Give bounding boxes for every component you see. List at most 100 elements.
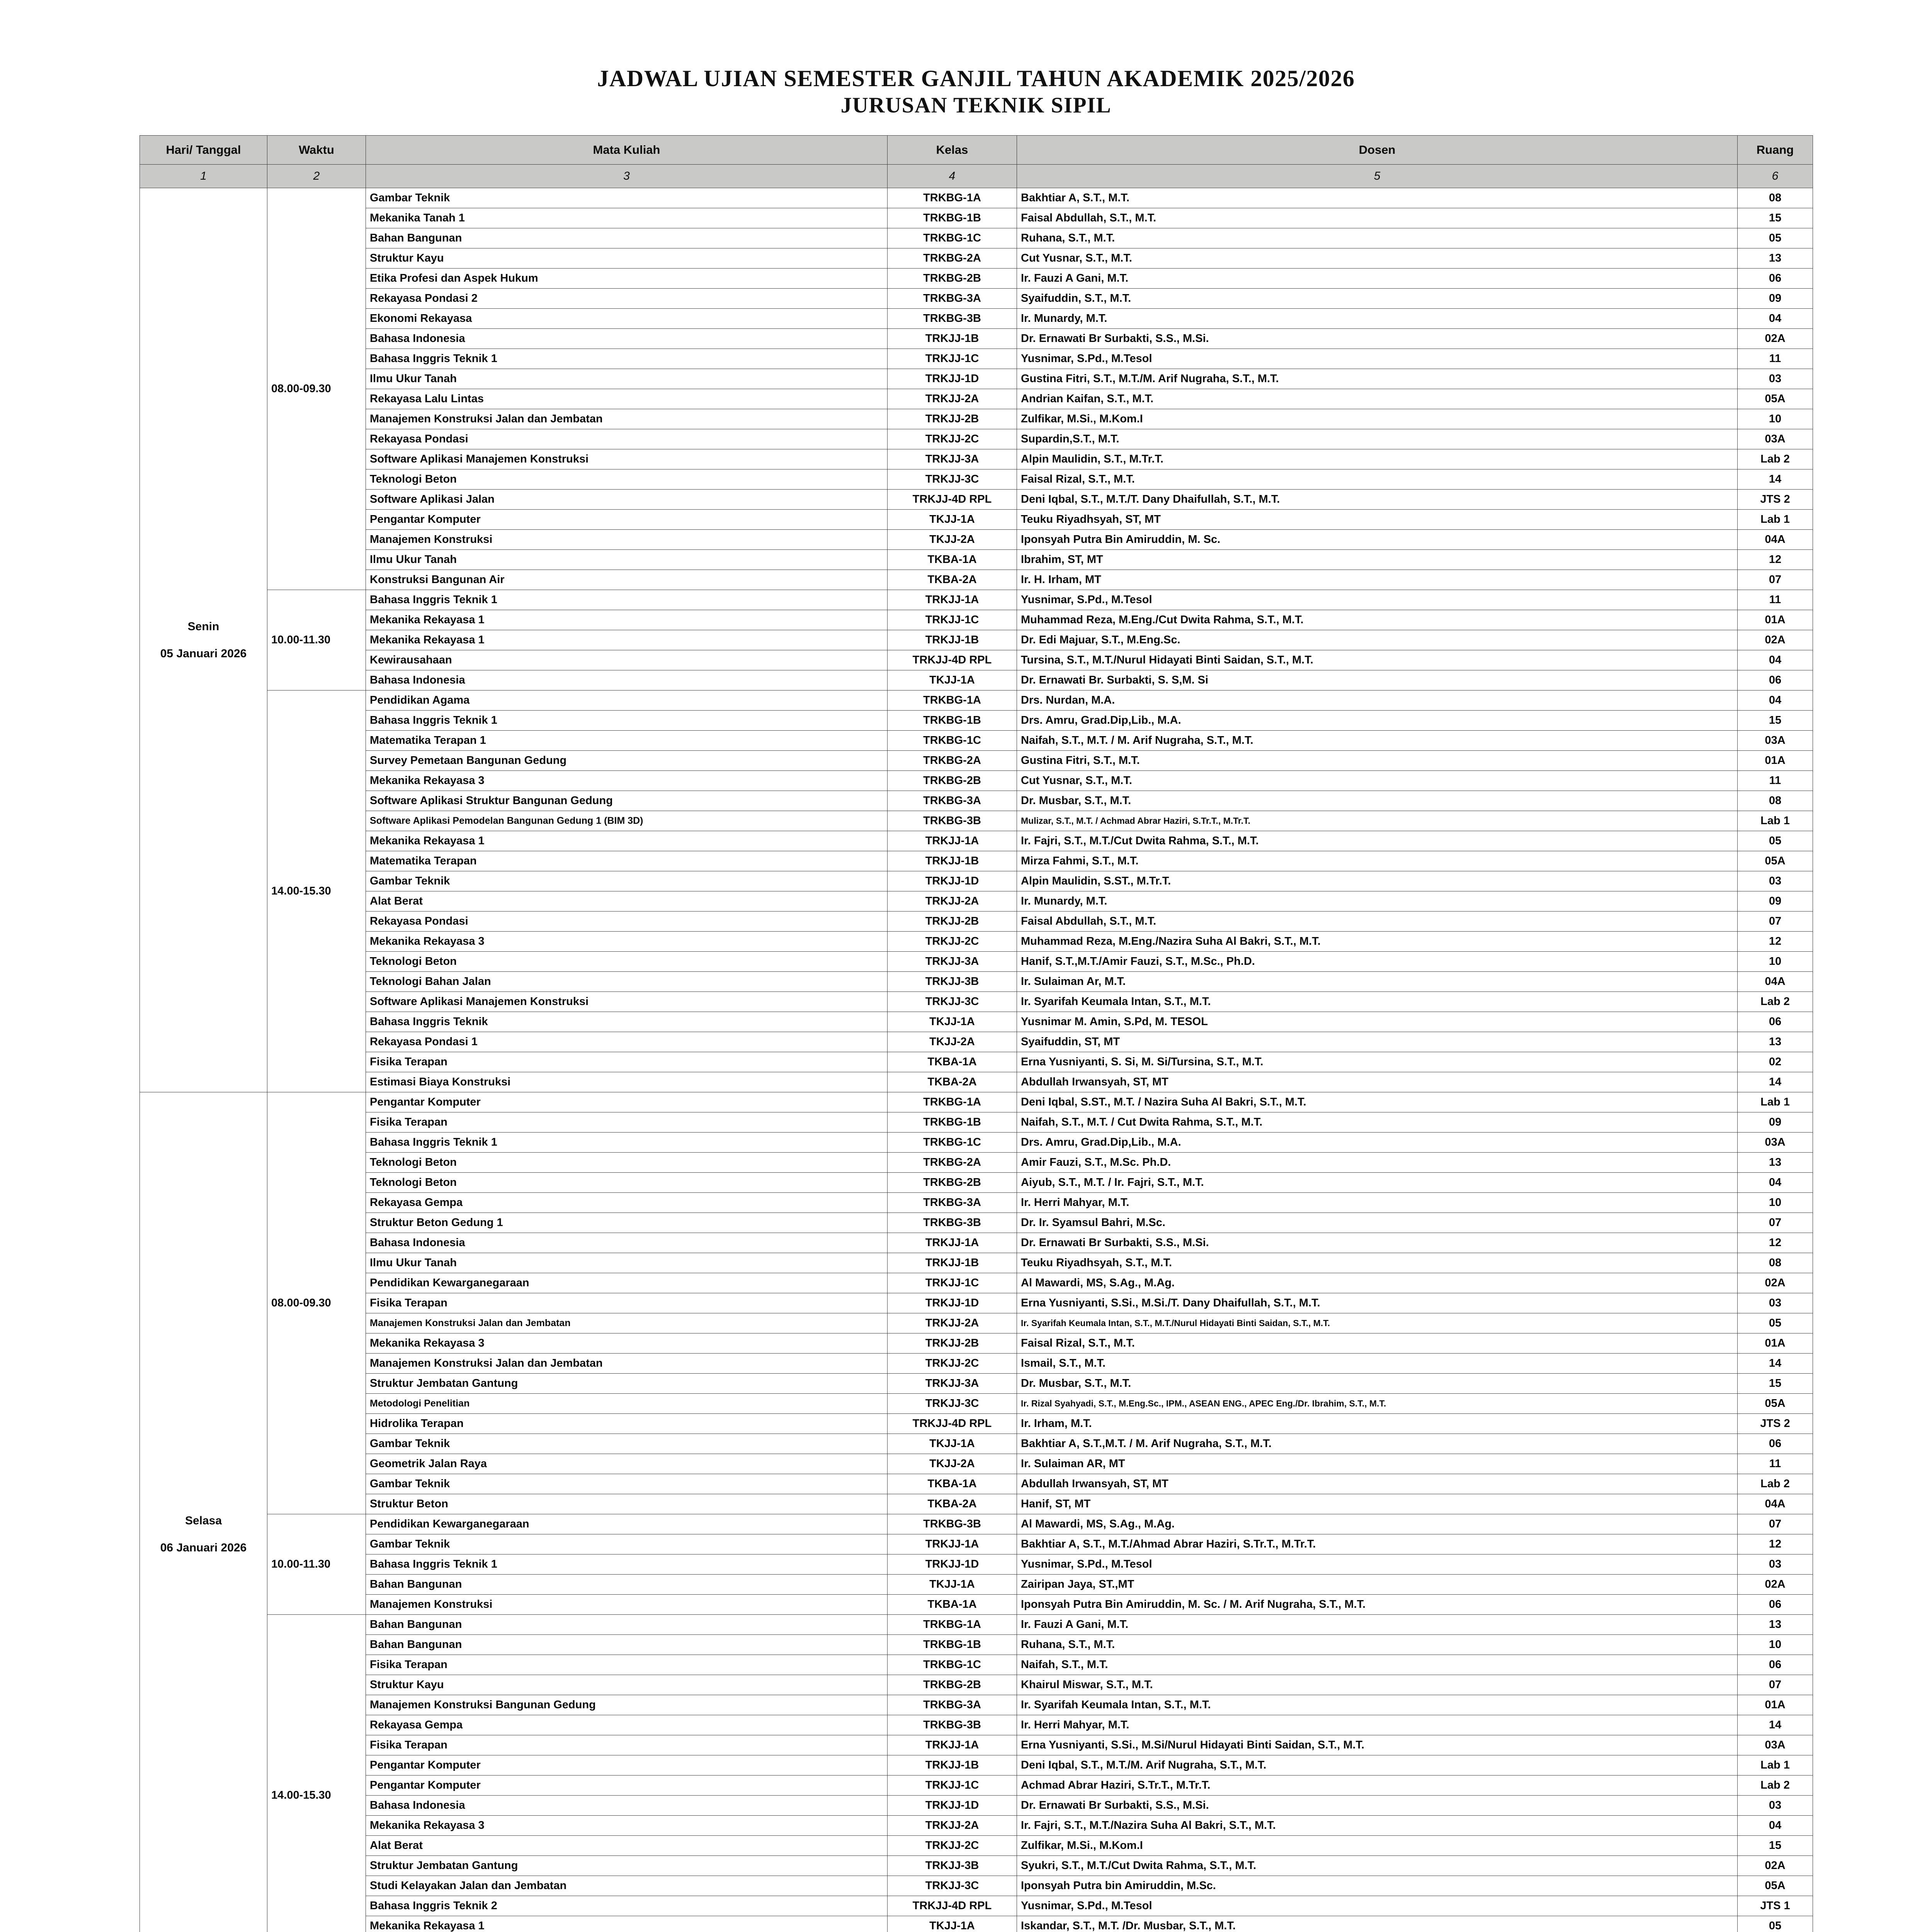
table-row: Software Aplikasi Pemodelan Bangunan Ged… (140, 811, 1813, 832)
table-row: Ilmu Ukur Tanah TRKJJ-1D Gustina Fitri, S.… (140, 369, 1813, 389)
course-name-cell: Konstruksi Bangunan Air (366, 570, 888, 590)
course-name-cell: Rekayasa Gempa (366, 1715, 888, 1736)
table-row: Senin 05 Januari 2026 08.00-09.30 Gambar Te… (139, 188, 1813, 1093)
room-cell: 13 (1737, 1152, 1813, 1173)
class-code-cell: TRKBG-2B (887, 770, 1017, 791)
course-name-cell: Mekanika Rekayasa 1 (366, 630, 888, 651)
table-row: Mekanika Rekayasa 3 TRKBG-2B Cut Yusnar, S… (140, 770, 1813, 791)
class-code-cell: TRKJJ-2A (887, 891, 1017, 912)
lecturer-cell: Ir. Irham, M.T. (1017, 1413, 1738, 1434)
room-cell: 02A (1737, 1273, 1813, 1294)
class-code-cell: TRKJJ-4D RPL (887, 489, 1017, 510)
table-row: Rekayasa Pondasi TRKJJ-2B Faisal Abdullah,… (140, 911, 1813, 932)
lecturer-cell: Bakhtiar A, S.T.,M.T. / M. Arif Nugraha,… (1017, 1434, 1738, 1454)
lecturer-cell: Ir. Fauzi A Gani, M.T. (1017, 1614, 1738, 1635)
course-name-cell: Manajemen Konstruksi Jalan dan Jembatan (366, 1313, 888, 1334)
course-name-cell: Manajemen Konstruksi Jalan dan Jembatan (366, 1353, 888, 1374)
room-cell: 02A (1737, 1855, 1813, 1876)
class-code-cell: TRKBG-1A (887, 188, 1017, 209)
room-cell: 06 (1737, 268, 1813, 289)
room-cell: 04A (1737, 1494, 1813, 1515)
class-code-cell: TRKJJ-4D RPL (887, 650, 1017, 671)
class-code-cell: TRKBG-1A (887, 1092, 1017, 1113)
table-body: Senin 05 Januari 2026 08.00-09.30 Gambar Te… (139, 188, 1813, 1932)
class-code-cell: TRKBG-3B (887, 811, 1017, 832)
course-name-cell: Struktur Kayu (366, 248, 888, 269)
class-code-cell: TRKJJ-1A (887, 1735, 1017, 1756)
lecturer-cell: Andrian Kaifan, S.T., M.T. (1017, 389, 1738, 410)
room-cell: 04A (1737, 529, 1813, 550)
table-row: Studi Kelayakan Jalan dan Jembatan TRKJJ-… (140, 1876, 1813, 1896)
lecturer-cell: Mirza Fahmi, S.T., M.T. (1017, 851, 1738, 872)
class-code-cell: TRKJJ-1D (887, 1554, 1017, 1575)
table-row: Teknologi Beton TRKJJ-3C Faisal Rizal, S.T… (140, 469, 1813, 490)
table-head: Hari/ Tanggal Waktu Mata Kuliah Kelas Do… (139, 135, 1813, 189)
room-cell: 05A (1737, 1876, 1813, 1896)
day-date-cell: Senin 05 Januari 2026 (139, 188, 267, 1093)
table-row: Struktur Jembatan Gantung TRKJJ-3B Syukri,… (140, 1855, 1813, 1876)
lecturer-cell: Ir. Syarifah Keumala Intan, S.T., M.T. (1017, 992, 1738, 1012)
course-name-cell: Ilmu Ukur Tanah (366, 369, 888, 389)
course-name-cell: Etika Profesi dan Aspek Hukum (366, 268, 888, 289)
class-code-cell: TRKBG-2A (887, 248, 1017, 269)
session-time-cell: 14.00-15.30 (267, 1614, 366, 1932)
exam-schedule-table: Hari/ Tanggal Waktu Mata Kuliah Kelas Do… (139, 135, 1813, 1932)
room-cell: 12 (1737, 1233, 1813, 1253)
course-name-cell: Ekonomi Rekayasa (366, 308, 888, 329)
course-name-cell: Mekanika Rekayasa 3 (366, 1815, 888, 1836)
lecturer-cell: Bakhtiar A, S.T., M.T. (1017, 188, 1738, 209)
lecturer-cell: Abdullah Irwansyah, ST, MT (1017, 1474, 1738, 1495)
course-name-cell: Software Aplikasi Pemodelan Bangunan Ged… (366, 811, 888, 832)
course-name-cell: Manajemen Konstruksi (366, 1594, 888, 1615)
page-title: JADWAL UJIAN SEMESTER GANJIL TAHUN AKADE… (597, 66, 1355, 91)
room-cell: Lab 1 (1737, 509, 1813, 530)
course-name-cell: Estimasi Biaya Konstruksi (366, 1072, 888, 1093)
lecturer-cell: Iponsyah Putra Bin Amiruddin, M. Sc. / M… (1017, 1594, 1738, 1615)
lecturer-cell: Syaifuddin, ST, MT (1017, 1032, 1738, 1053)
course-name-cell: Ilmu Ukur Tanah (366, 1253, 888, 1274)
table-row: Software Aplikasi Manajemen Konstruksi TR… (140, 992, 1813, 1012)
table-row: Manajemen Konstruksi TKBA-1A Iponsyah Putr… (140, 1594, 1813, 1615)
course-name-cell: Rekayasa Pondasi 2 (366, 288, 888, 309)
room-cell: 12 (1737, 549, 1813, 570)
room-cell: 10 (1737, 951, 1813, 972)
table-row: Gambar Teknik TRKJJ-1A Bakhtiar A, S.T., M… (140, 1534, 1813, 1555)
room-cell: 03A (1737, 730, 1813, 751)
course-name-cell: Bahasa Indonesia (366, 1795, 888, 1816)
column-header-dosen: Dosen (1017, 135, 1738, 165)
room-cell: 11 (1737, 349, 1813, 369)
lecturer-cell: Syaifuddin, S.T., M.T. (1017, 288, 1738, 309)
class-code-cell: TRKJJ-1B (887, 1253, 1017, 1274)
room-cell: 07 (1737, 911, 1813, 932)
lecturer-cell: Ismail, S.T., M.T. (1017, 1353, 1738, 1374)
table-row: Mekanika Rekayasa 3 TRKJJ-2B Faisal Rizal,… (140, 1333, 1813, 1354)
room-cell: 13 (1737, 248, 1813, 269)
room-cell: 04 (1737, 308, 1813, 329)
table-row: Manajemen Konstruksi Jalan dan Jembatan T… (140, 409, 1813, 430)
table-row: Struktur Kayu TRKBG-2B Khairul Miswar, S.T… (140, 1675, 1813, 1696)
lecturer-cell: Hanif, S.T.,M.T./Amir Fauzi, S.T., M.Sc.… (1017, 951, 1738, 972)
lecturer-cell: Syukri, S.T., M.T./Cut Dwita Rahma, S.T.… (1017, 1855, 1738, 1876)
table-row: Fisika Terapan TRKBG-1C Naifah, S.T., M.T.… (140, 1655, 1813, 1675)
room-cell: 07 (1737, 1213, 1813, 1233)
page-subtitle: JURUSAN TEKNIK SIPIL (840, 93, 1112, 117)
table-row: Survey Pemetaan Bangunan Gedung TRKBG-2A G… (140, 750, 1813, 771)
class-code-cell: TKBA-2A (887, 1494, 1017, 1515)
table-row: Matematika Terapan TRKJJ-1B Mirza Fahmi, S… (140, 851, 1813, 872)
table-row: Mekanika Rekayasa 1 TRKJJ-1A Ir. Fajri, S.… (140, 831, 1813, 852)
lecturer-cell: Naifah, S.T., M.T. (1017, 1655, 1738, 1675)
course-name-cell: Teknologi Beton (366, 1152, 888, 1173)
class-code-cell: TKJJ-2A (887, 1454, 1017, 1475)
table-row: Bahasa Indonesia TRKJJ-1A Dr. Ernawati Br … (140, 1233, 1813, 1253)
table-row: Kewirausahaan TRKJJ-4D RPL Tursina, S.T., … (140, 650, 1813, 671)
room-cell: 14 (1737, 469, 1813, 490)
room-cell: 04A (1737, 971, 1813, 992)
class-code-cell: TRKJJ-2A (887, 1313, 1017, 1334)
lecturer-cell: Faisal Rizal, S.T., M.T. (1017, 469, 1738, 490)
course-name-cell: Bahan Bangunan (366, 1614, 888, 1635)
course-name-cell: Mekanika Tanah 1 (366, 208, 888, 229)
class-code-cell: TRKJJ-2C (887, 1353, 1017, 1374)
class-code-cell: TRKBG-3B (887, 308, 1017, 329)
lecturer-cell: Ir. Sulaiman Ar, M.T. (1017, 971, 1738, 992)
course-name-cell: Pengantar Komputer (366, 1755, 888, 1776)
